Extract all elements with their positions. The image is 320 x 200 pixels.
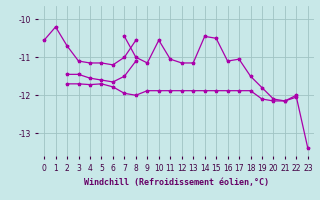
X-axis label: Windchill (Refroidissement éolien,°C): Windchill (Refroidissement éolien,°C) [84, 178, 268, 187]
